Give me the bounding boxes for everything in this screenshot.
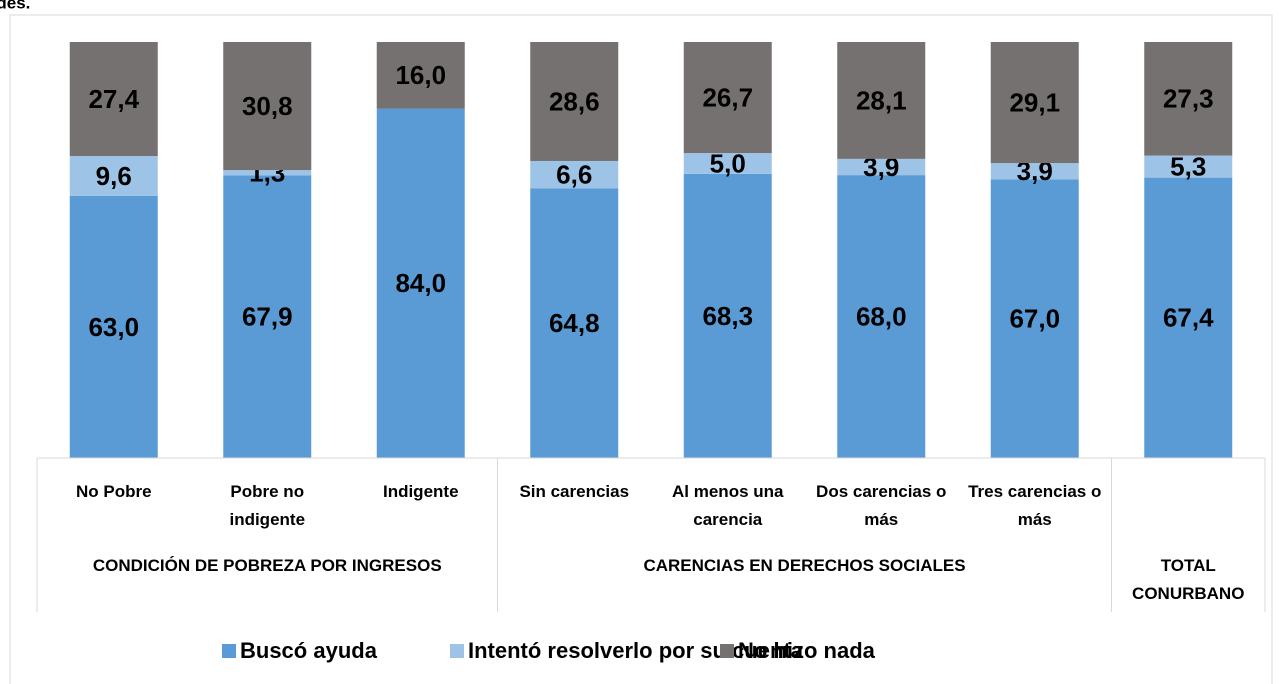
data-label: 30,8	[242, 91, 293, 121]
bar-segment	[223, 175, 312, 458]
x-tick-label: Pobre no indigente	[229, 482, 306, 529]
bar-segment	[990, 179, 1079, 458]
group-label: TOTAL CONURBANO	[1132, 556, 1245, 603]
data-label: 64,8	[549, 308, 600, 338]
bar-segment	[69, 155, 158, 196]
x-tick-label: Dos carencias o más	[816, 482, 947, 529]
bar-segment	[223, 170, 312, 176]
data-label: 5,3	[1170, 151, 1206, 181]
bar-segment	[1144, 155, 1233, 178]
bar-segment	[1144, 42, 1233, 156]
bar-segment	[376, 108, 465, 458]
bar-segment	[683, 173, 772, 458]
data-label: 16,0	[395, 60, 446, 90]
bar-segment	[69, 195, 158, 459]
legend-label: No hizo nada	[738, 638, 876, 663]
data-label: 26,7	[702, 82, 753, 112]
data-label: 5,0	[710, 148, 746, 178]
data-label: 6,6	[556, 160, 592, 190]
data-label: 68,3	[702, 301, 753, 331]
bar-segment	[1144, 177, 1233, 458]
x-tick-label: No Pobre	[75, 482, 152, 501]
group-label: CONDICIÓN DE POBREZA POR INGRESOS	[92, 556, 442, 575]
bar-segment	[990, 42, 1079, 164]
data-label: 27,3	[1163, 84, 1214, 114]
bar-segment	[223, 42, 312, 171]
data-label: 9,6	[96, 161, 132, 191]
data-label: 29,1	[1009, 87, 1060, 117]
bar-segment	[69, 42, 158, 156]
bar-segment	[990, 163, 1079, 180]
data-label: 63,0	[88, 312, 139, 342]
bar-segment	[837, 175, 926, 458]
data-label: 68,0	[856, 301, 907, 331]
bar-segment	[376, 42, 465, 109]
group-label: CARENCIAS EN DERECHOS SOCIALES	[643, 556, 966, 575]
data-label: 27,4	[88, 84, 139, 114]
chart-frame	[9, 14, 1273, 684]
data-label: 67,0	[1009, 304, 1060, 334]
legend-swatch	[720, 644, 734, 658]
x-tick-label: Indigente	[382, 482, 459, 501]
bar-segment	[837, 158, 926, 176]
bar-segment	[683, 153, 772, 174]
x-tick-label: Tres carencias o más	[968, 482, 1102, 529]
legend-label: Buscó ayuda	[240, 638, 378, 663]
bar-segment	[683, 42, 772, 154]
data-label: 84,0	[395, 268, 446, 298]
x-tick-label: Al menos una carencia	[672, 482, 784, 529]
legend-swatch	[450, 644, 464, 658]
bar-segment	[530, 188, 619, 458]
data-label: 67,9	[242, 302, 293, 332]
bar-segment	[530, 160, 619, 189]
bar-segment	[837, 42, 926, 159]
x-tick-label: Sin carencias	[519, 482, 630, 501]
data-label: 67,4	[1163, 303, 1214, 333]
caption: udes.	[0, 0, 30, 12]
bar-segment	[530, 42, 619, 161]
legend-swatch	[222, 644, 236, 658]
data-label: 28,1	[856, 85, 907, 115]
legend-label: Intentó resolverlo por su cuenta	[468, 638, 804, 663]
data-label: 28,6	[549, 86, 600, 116]
